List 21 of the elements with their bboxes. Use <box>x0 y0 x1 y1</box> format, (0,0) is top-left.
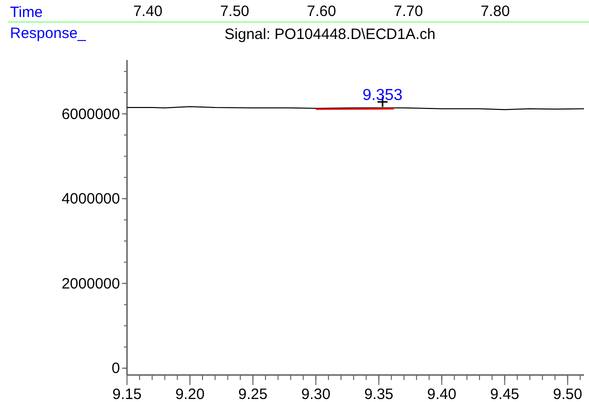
x2-tick-label: 7.40 <box>133 3 162 20</box>
annotation: 9.353 <box>362 86 403 104</box>
x-tick-label: 9.50 <box>553 386 582 402</box>
x-tick-label: 9.30 <box>301 386 330 402</box>
y-tick-label: 2000000 <box>62 275 120 292</box>
x-tick-label: 9.40 <box>427 386 456 402</box>
x-tick-label: 9.35 <box>364 386 394 402</box>
x2-tick-label: 7.60 <box>306 3 336 20</box>
y-tick-label: 6000000 <box>62 106 120 123</box>
x-tick-label: 9.45 <box>490 386 520 402</box>
x2-tick-label: 7.70 <box>394 3 423 20</box>
y-tick-label: 4000000 <box>62 190 120 208</box>
x-tick-label: 9.25 <box>238 386 268 402</box>
x2-tick-label: 7.50 <box>220 3 250 20</box>
y-tick-label: 0 <box>112 360 120 378</box>
x2-axis-title: Time <box>10 4 43 21</box>
y-axis-title: Response_ <box>10 25 87 42</box>
x2-tick-label: 7.80 <box>480 3 510 20</box>
chart-title: Signal: PO104448.D\ECD1A.ch <box>224 26 436 43</box>
x-tick-label: 9.20 <box>175 386 205 402</box>
x-tick-label: 9.15 <box>112 386 142 402</box>
